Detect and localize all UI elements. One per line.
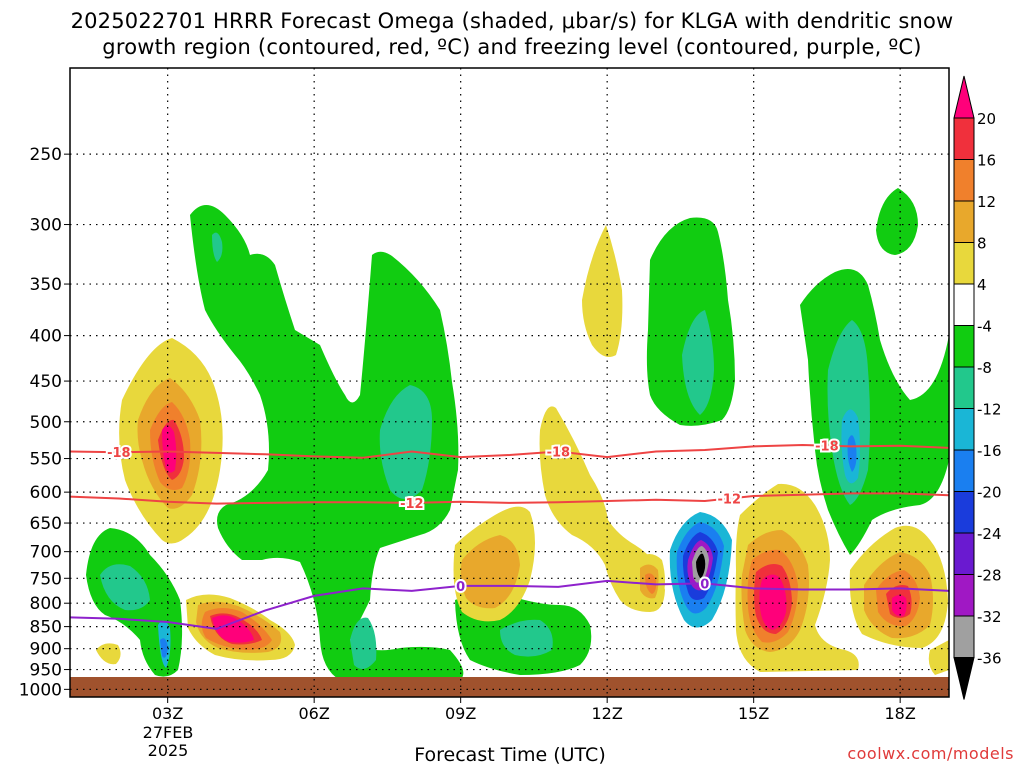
y-axis-ticks: 2503003504004505005506006507007508008509… <box>19 145 70 700</box>
contour-line <box>69 443 950 459</box>
omega-region-green-far-right <box>800 268 949 555</box>
colorbar-segment <box>953 615 975 658</box>
chart-title: 2025022701 HRRR Forecast Omega (shaded, … <box>0 8 1024 60</box>
colorbar-segment <box>953 408 975 451</box>
colorbar-label: 8 <box>977 235 987 253</box>
colorbar-label: 12 <box>977 193 996 211</box>
colorbar-segment <box>953 200 975 243</box>
contour-label: -18 <box>107 446 131 461</box>
colorbar-segment <box>953 283 975 326</box>
y-tick-label: 400 <box>30 327 62 347</box>
title-line-1: 2025022701 HRRR Forecast Omega (shaded, … <box>70 9 954 33</box>
omega-region-blue <box>160 435 857 658</box>
contour-label: -12 <box>400 497 424 512</box>
colorbar-label: 20 <box>977 110 996 128</box>
colorbar-segment <box>953 491 975 534</box>
y-tick-label: 700 <box>30 543 62 563</box>
colorbar-segment <box>953 117 975 160</box>
omega-region-green-main <box>190 205 464 680</box>
colorbar-segment <box>953 532 975 575</box>
plot-frame <box>69 67 950 698</box>
colorbar-segment <box>953 325 975 368</box>
y-tick-label: 450 <box>30 372 62 392</box>
omega-shading <box>86 188 949 680</box>
colorbar-label: 4 <box>977 276 987 294</box>
y-tick-label: 250 <box>30 145 62 165</box>
contour-label: 0 <box>700 577 709 592</box>
date-label-year: 2025 <box>148 741 189 760</box>
x-tick-label: 03Z <box>152 704 183 723</box>
contour-line <box>69 492 950 505</box>
colorbar-label: -24 <box>977 525 1002 543</box>
y-tick-label: 550 <box>30 450 62 470</box>
omega-region-yellow <box>96 225 949 675</box>
x-tick-label: 09Z <box>445 704 476 723</box>
contour-label: 0 <box>456 580 465 595</box>
omega-region-black <box>696 553 706 578</box>
x-tick-label: 06Z <box>299 704 330 723</box>
date-label-day: 27FEB <box>143 723 194 742</box>
title-line-2: growth region (contoured, red, ºC) and f… <box>102 35 922 59</box>
colorbar-label: -36 <box>977 650 1002 668</box>
y-tick-label: 750 <box>30 569 62 589</box>
y-tick-label: 900 <box>30 640 62 660</box>
contour-lines: -18 -18 -18 -12 -12 0 0 <box>69 438 950 630</box>
colorbar-top-arrow <box>953 75 975 119</box>
omega-region-cyan <box>158 409 860 668</box>
colorbar-segment <box>953 449 975 492</box>
x-axis-title: Forecast Time (UTC) <box>414 744 606 766</box>
contour-label: -18 <box>547 445 571 460</box>
x-axis-ticks: 03Z 06Z 09Z 12Z 15Z 18Z <box>152 697 916 723</box>
y-tick-label: 1000 <box>19 680 62 700</box>
colorbar-segment <box>953 242 975 285</box>
ground-band <box>70 677 949 697</box>
y-tick-label: 650 <box>30 514 62 534</box>
colorbar-segment <box>953 159 975 202</box>
colorbar-label: -32 <box>977 608 1002 626</box>
y-tick-label: 950 <box>30 661 62 681</box>
colorbar-label: -4 <box>977 318 992 336</box>
contour-line <box>69 579 950 630</box>
colorbar-label: -28 <box>977 567 1002 585</box>
colorbar-segment <box>953 574 975 617</box>
y-tick-label: 300 <box>30 216 62 236</box>
y-tick-label: 600 <box>30 483 62 503</box>
x-tick-label: 18Z <box>885 704 916 723</box>
y-tick-label: 800 <box>30 594 62 614</box>
colorbar-bottom-arrow <box>953 657 975 700</box>
colorbar-label: -20 <box>977 484 1002 502</box>
colorbar-label: -16 <box>977 442 1002 460</box>
x-tick-label: 15Z <box>738 704 769 723</box>
gridlines <box>70 68 949 697</box>
colorbar: 20 16 12 8 4 -4 -8 -12 -16 -20 -24 -28 -32 -36 <box>953 75 1002 700</box>
colorbar-segment <box>953 366 975 409</box>
colorbar-label: -8 <box>977 359 992 377</box>
x-tick-label: 12Z <box>592 704 623 723</box>
y-tick-label: 500 <box>30 413 62 433</box>
contour-label: -18 <box>815 440 839 455</box>
y-tick-label: 350 <box>30 275 62 295</box>
omega-region-green-upper-right <box>876 188 918 255</box>
colorbar-label: 16 <box>977 152 996 170</box>
credit-text: coolwx.com/models <box>847 744 1014 763</box>
contour-label: -12 <box>718 493 742 508</box>
y-tick-label: 850 <box>30 618 62 638</box>
colorbar-label: -12 <box>977 401 1002 419</box>
